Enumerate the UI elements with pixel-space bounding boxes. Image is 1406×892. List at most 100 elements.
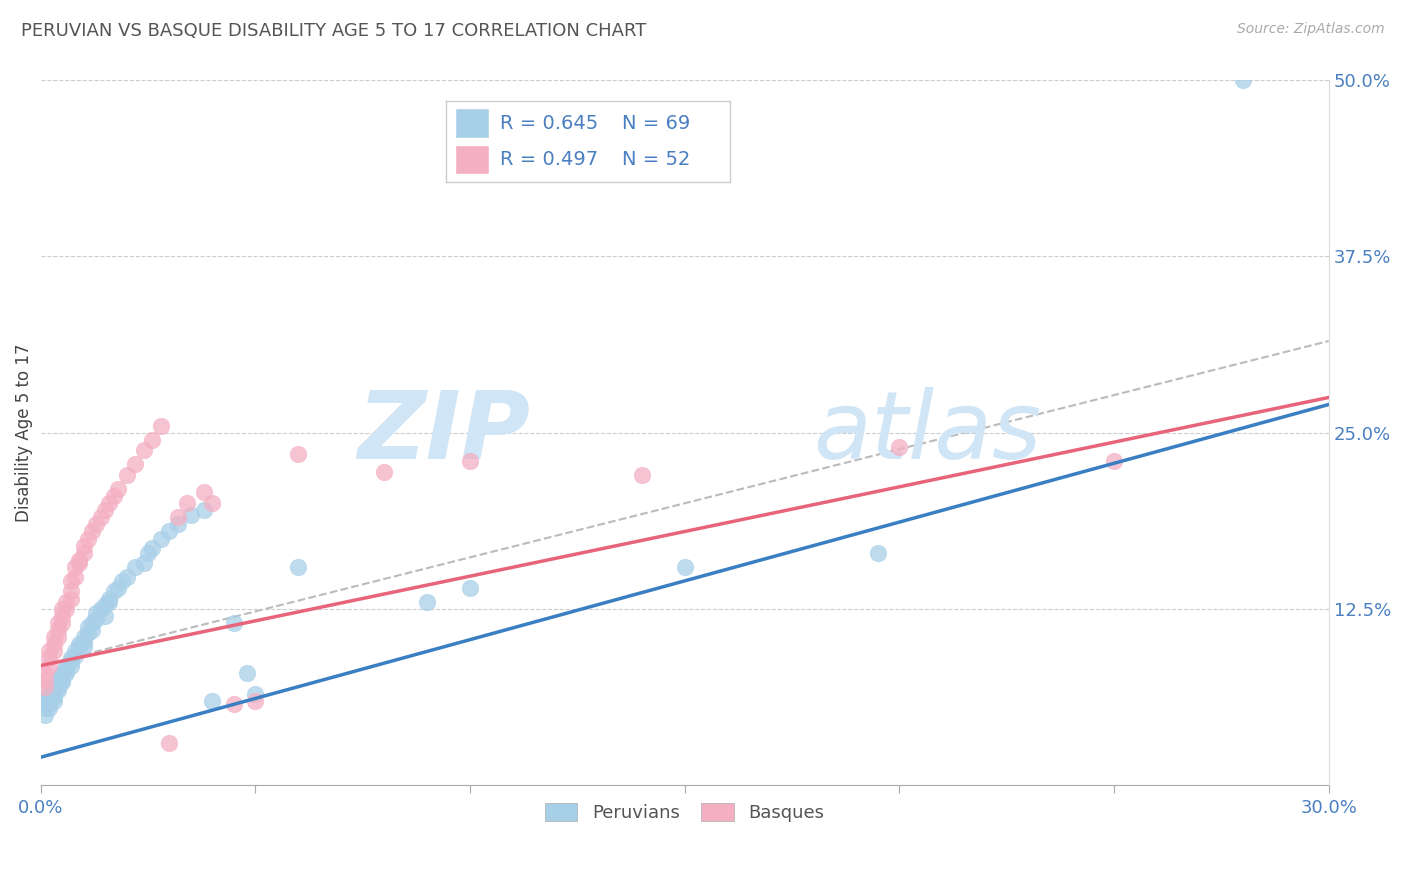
Point (149, 418, 172, 433)
Point (98, 496, 121, 510)
Point (222, 697, 245, 711)
Point (46, 677, 69, 691)
Point (180, 508, 202, 522)
Point (67, 552, 90, 566)
Point (51, 673, 73, 687)
Point (51, 602, 73, 616)
Point (38, 694, 60, 708)
Point (72, 640, 94, 655)
Point (458, 454, 481, 468)
Point (42, 680, 65, 694)
Point (42, 690, 65, 704)
Point (46, 616, 69, 631)
Point (59, 583, 82, 598)
Point (59, 658, 82, 673)
Point (72, 546, 94, 560)
Point (136, 546, 159, 560)
Point (34, 701, 56, 715)
Point (51, 616, 73, 631)
Point (245, 687, 267, 701)
Point (82, 524, 104, 539)
Point (141, 541, 163, 556)
Point (107, 482, 129, 496)
Text: Source: ZipAtlas.com: Source: ZipAtlas.com (1237, 22, 1385, 37)
Point (132, 556, 155, 570)
Point (46, 682, 69, 697)
Point (94, 609, 117, 624)
Point (1102, 454, 1125, 468)
Point (59, 651, 82, 665)
Point (77, 532, 100, 546)
Point (63, 644, 86, 658)
Point (38, 701, 60, 715)
Point (193, 503, 215, 517)
Point (124, 559, 146, 574)
Point (866, 546, 889, 560)
Point (107, 581, 129, 595)
Point (98, 595, 121, 609)
Point (34, 694, 56, 708)
Point (159, 524, 181, 539)
Text: atlas: atlas (814, 387, 1042, 478)
Point (38, 690, 60, 705)
Point (51, 668, 73, 682)
Point (34, 707, 56, 722)
Y-axis label: Disability Age 5 to 17: Disability Age 5 to 17 (15, 343, 32, 522)
Point (86, 517, 108, 532)
Point (72, 539, 94, 553)
Point (38, 687, 60, 701)
Point (176, 496, 198, 510)
Point (42, 682, 65, 697)
Point (167, 517, 190, 532)
Point (77, 626, 100, 640)
Point (159, 736, 181, 750)
Point (67, 556, 90, 570)
Point (111, 574, 134, 588)
Point (287, 559, 309, 574)
Point (98, 592, 121, 607)
Point (51, 609, 73, 624)
Point (46, 680, 69, 694)
Point (46, 673, 69, 687)
Point (132, 442, 155, 457)
Point (34, 665, 56, 680)
Point (94, 503, 117, 517)
Point (90, 602, 112, 616)
Point (55, 595, 77, 609)
Point (38, 697, 60, 711)
Point (103, 489, 125, 503)
Point (103, 583, 125, 598)
Point (86, 612, 108, 626)
Text: PERUVIAN VS BASQUE DISABILITY AGE 5 TO 17 CORRELATION CHART: PERUVIAN VS BASQUE DISABILITY AGE 5 TO 1… (21, 22, 647, 40)
Text: ZIP: ZIP (357, 387, 530, 479)
Point (115, 468, 138, 483)
Point (38, 658, 60, 673)
Point (77, 620, 100, 634)
Point (38, 644, 60, 658)
Point (51, 665, 73, 680)
Point (38, 651, 60, 665)
Point (86, 607, 108, 621)
Point (222, 616, 245, 631)
Point (42, 694, 65, 708)
Point (245, 694, 267, 708)
Point (55, 665, 77, 680)
Point (373, 465, 395, 479)
Point (67, 640, 90, 655)
Point (630, 468, 652, 483)
Point (201, 694, 224, 708)
Point (51, 675, 73, 690)
Legend: Peruvians, Basques: Peruvians, Basques (537, 796, 832, 830)
Point (82, 616, 104, 631)
Point (55, 658, 77, 673)
Point (63, 559, 86, 574)
Point (115, 569, 138, 583)
Point (34, 697, 56, 711)
Point (90, 510, 112, 524)
Point (42, 644, 65, 658)
Point (167, 510, 190, 524)
Point (59, 574, 82, 588)
Point (287, 447, 309, 461)
Point (46, 630, 69, 644)
Point (94, 598, 117, 612)
